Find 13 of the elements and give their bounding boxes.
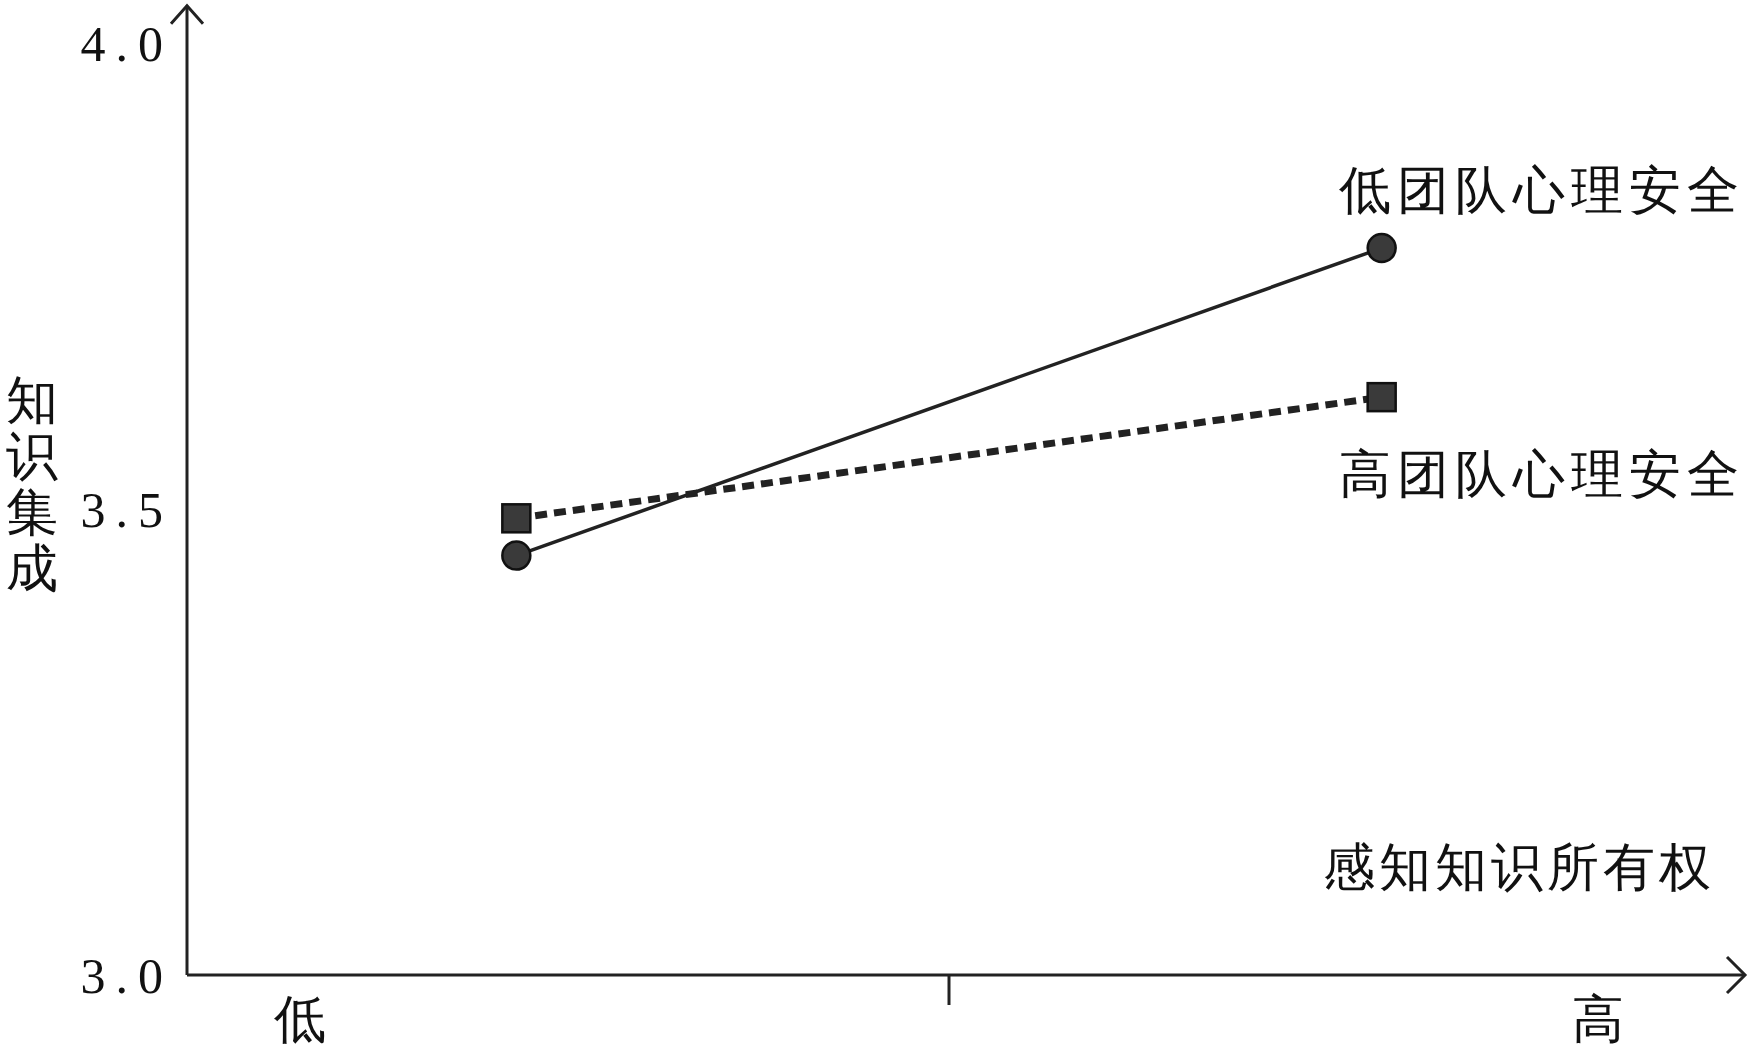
point	[501, 503, 532, 534]
point	[1366, 232, 1397, 264]
y-tick-label: 3.5	[80, 481, 173, 538]
point	[501, 540, 532, 571]
series-label: 低团队心理安全	[1339, 162, 1745, 220]
y-tick-label: 4.0	[80, 15, 173, 72]
point	[1366, 381, 1397, 413]
x-axis-title: 感知知识所有权	[1323, 839, 1715, 896]
series-label: 高团队心理安全	[1339, 446, 1745, 504]
x-tick-label: 低	[274, 991, 326, 1048]
x-tick-label: 高	[1572, 991, 1624, 1048]
y-tick-label: 3.0	[80, 947, 173, 1004]
y-axis-title: 知识集成	[6, 372, 58, 598]
